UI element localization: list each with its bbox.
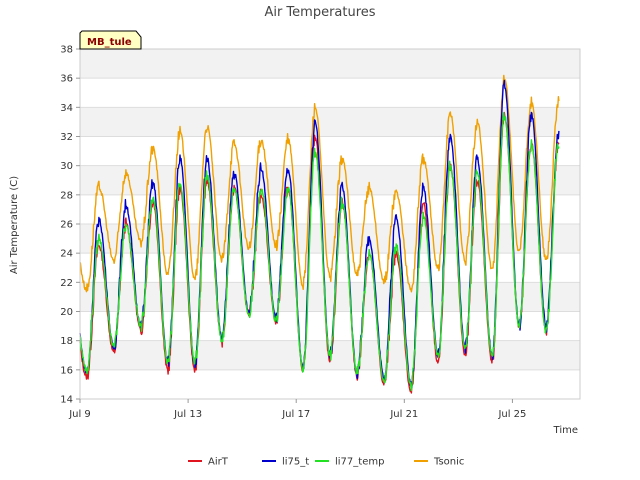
x-axis-ticks: Jul 9 Jul 13 Jul 17 Jul 21 Jul 25 — [68, 399, 526, 420]
legend-label: li77_temp — [335, 457, 384, 468]
series-line-Tsonic — [79, 74, 560, 293]
y-tick-label: 22 — [60, 278, 73, 289]
x-tick-label: Jul 13 — [173, 409, 202, 420]
grid-band — [80, 224, 580, 254]
site-badge-label: MB_tule — [87, 37, 132, 48]
grid-band — [80, 49, 580, 79]
legend-item-li77_temp: li77_temp — [315, 457, 384, 468]
y-tick-label: 34 — [60, 103, 73, 114]
grid-band — [80, 107, 580, 137]
x-tick-label: Jul 25 — [497, 409, 526, 420]
legend-label: li75_t — [282, 457, 309, 468]
grid-band — [80, 165, 580, 195]
y-tick-label: 36 — [60, 74, 73, 85]
y-tick-label: 30 — [60, 161, 73, 172]
y-tick-label: 26 — [60, 220, 73, 231]
legend-label: AirT — [208, 457, 229, 468]
y-tick-label: 28 — [60, 190, 73, 201]
x-tick-label: Jul 17 — [281, 409, 310, 420]
y-tick-label: 14 — [60, 395, 73, 406]
grid-band — [80, 282, 580, 312]
legend-label: Tsonic — [433, 457, 464, 468]
y-tick-label: 20 — [60, 307, 73, 318]
y-tick-label: 16 — [60, 365, 73, 376]
legend-item-li75_t: li75_t — [262, 457, 309, 468]
x-tick-label: Jul 21 — [389, 409, 418, 420]
y-tick-label: 18 — [60, 336, 73, 347]
site-badge-shape — [79, 30, 142, 50]
site-badge: MB_tule — [79, 30, 142, 50]
y-axis-ticks: 14 16 18 20 22 24 26 28 30 32 34 36 38 — [60, 45, 80, 406]
x-tick-label: Jul 9 — [68, 409, 91, 420]
series-layer — [79, 74, 560, 394]
y-tick-label: 38 — [60, 45, 73, 56]
legend: AirT li75_t li77_temp Tsonic — [188, 457, 464, 468]
legend-item-AirT: AirT — [188, 457, 229, 468]
y-axis-label: Air Temperature (C) — [9, 176, 20, 274]
chart-title: Air Temperatures — [264, 5, 375, 20]
y-tick-label: 32 — [60, 132, 73, 143]
x-axis-label: Time — [553, 425, 578, 436]
series-line-li77_temp — [79, 112, 560, 392]
legend-item-Tsonic: Tsonic — [414, 457, 464, 468]
y-tick-label: 24 — [60, 249, 73, 260]
